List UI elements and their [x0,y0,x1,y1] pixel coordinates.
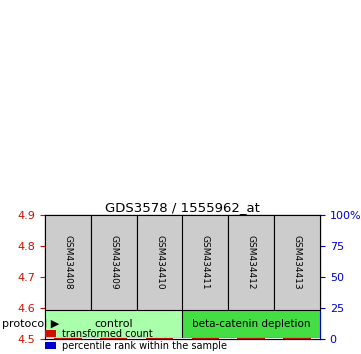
Bar [45,310,183,338]
Bar [229,215,274,310]
Bar [274,215,320,310]
Bar [45,342,56,349]
Bar [100,310,127,312]
Text: GSM434408: GSM434408 [64,235,73,290]
Bar [137,215,183,310]
Text: GSM434412: GSM434412 [247,235,256,290]
Bar [238,324,265,326]
Title: GDS3578 / 1555962_at: GDS3578 / 1555962_at [105,201,260,214]
Bar [146,314,173,316]
Bar [283,321,311,322]
Bar [100,249,127,339]
Text: beta-catenin depletion: beta-catenin depletion [192,319,310,329]
Text: GSM434410: GSM434410 [155,235,164,290]
Bar [183,215,229,310]
Bar [45,215,91,310]
Bar [54,307,82,309]
Text: control: control [95,319,133,329]
Bar [192,218,219,339]
Text: percentile rank within the sample: percentile rank within the sample [61,341,226,351]
Bar [238,308,265,339]
Text: transformed count: transformed count [61,329,152,339]
Text: GSM434413: GSM434413 [292,235,301,290]
Text: GSM434409: GSM434409 [109,235,118,290]
Bar [54,234,82,339]
Text: protocol ▶: protocol ▶ [2,319,59,329]
Bar [183,310,320,338]
Bar [91,215,137,310]
Bar [192,307,219,309]
Bar [45,330,56,337]
Bar [146,268,173,339]
Text: GSM434411: GSM434411 [201,235,210,290]
Bar [283,277,311,339]
